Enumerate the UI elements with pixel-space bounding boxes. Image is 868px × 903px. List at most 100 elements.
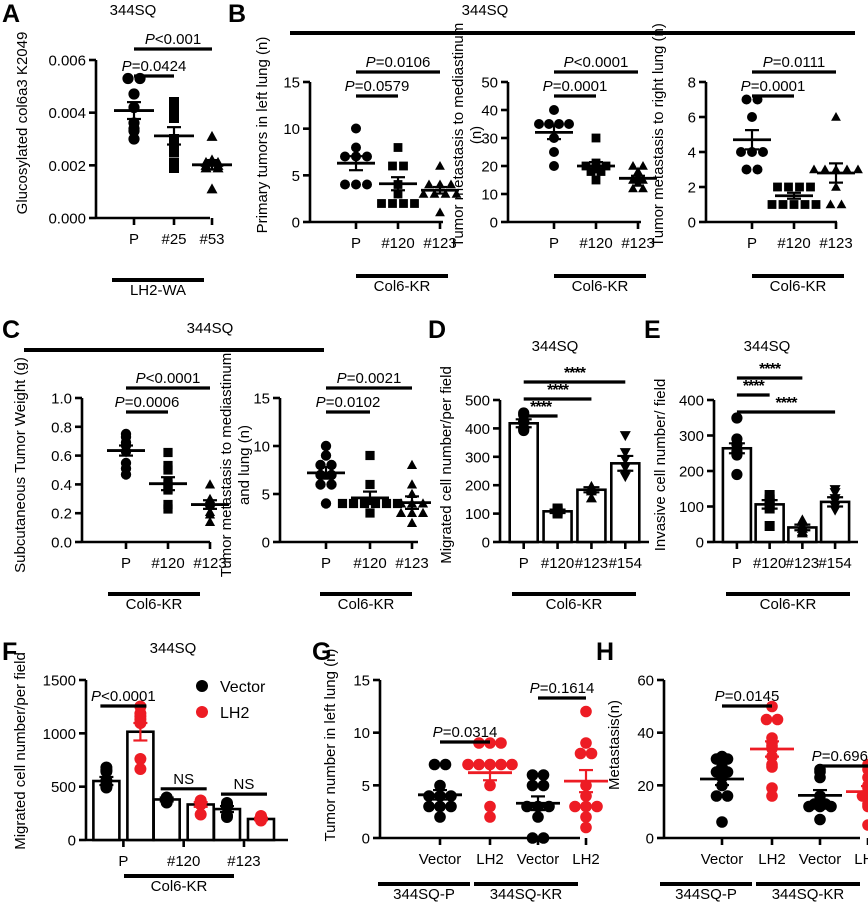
y-tick-label: 30: [481, 131, 498, 148]
data-point: [163, 500, 172, 509]
y-tick-label: 15: [283, 75, 300, 92]
data-point: [527, 780, 539, 792]
data-point: [484, 801, 496, 813]
panel-e-title: 344SQ: [712, 338, 822, 355]
y-tick-label: 10: [353, 725, 370, 742]
y-tick-label: 20: [637, 778, 654, 795]
data-point: [169, 147, 179, 157]
data-point: [121, 469, 131, 479]
x-tick-label: LH2: [758, 851, 786, 868]
data-point: [434, 801, 446, 813]
panel-e-bracket-rule: [726, 592, 850, 596]
x-tick-label: #123: [819, 235, 852, 252]
y-tick-label: 20: [481, 159, 498, 176]
data-point: [221, 810, 233, 822]
y-tick-label: 0.000: [48, 211, 86, 228]
data-point: [758, 147, 768, 157]
data-point: [424, 180, 434, 189]
data-point: [377, 199, 386, 208]
p-value-label: P=0.0001: [741, 78, 806, 95]
data-point: [388, 199, 397, 208]
data-point: [773, 183, 782, 192]
data-point: [554, 119, 564, 129]
panel-d-bracket-rule: [512, 592, 636, 596]
bar: [510, 423, 538, 542]
x-tick-label: #25: [161, 231, 186, 248]
x-tick-label: P: [321, 555, 331, 572]
data-point: [399, 162, 408, 171]
data-point: [549, 147, 559, 157]
x-tick-label: #123: [227, 853, 260, 870]
data-point: [722, 790, 734, 802]
data-point: [134, 763, 146, 775]
data-point: [761, 714, 773, 726]
data-point: [591, 801, 603, 813]
data-point: [736, 147, 746, 157]
significance-stars: ****: [759, 361, 782, 378]
data-point: [806, 183, 815, 192]
panel-a-title: 344SQ: [78, 2, 188, 19]
data-point: [814, 772, 826, 784]
y-tick-label: 300: [465, 449, 490, 466]
y-tick-label: 10: [481, 187, 498, 204]
data-point: [362, 152, 372, 162]
data-point: [351, 180, 361, 190]
legend-marker: [196, 680, 208, 692]
y-tick-label: 0: [292, 215, 300, 232]
data-point: [418, 508, 428, 517]
data-point: [580, 811, 592, 823]
data-point: [349, 499, 358, 508]
data-point: [716, 751, 728, 763]
data-point: [434, 811, 446, 823]
data-point: [553, 509, 563, 519]
x-tick-label: LH2: [854, 851, 868, 868]
data-point: [534, 119, 544, 129]
data-point: [221, 799, 233, 811]
p-value-label: P<0.0001: [136, 370, 201, 387]
data-point: [365, 508, 374, 517]
y-tick-label: 8: [688, 75, 696, 92]
y-tick-label: 300: [679, 428, 704, 445]
data-point: [790, 200, 799, 209]
panel-g-bracket-1-rule: [378, 882, 470, 886]
data-point: [128, 123, 139, 134]
data-point: [532, 811, 544, 823]
p-value-label: P=0.0579: [345, 78, 410, 95]
y-tick-label: 400: [465, 421, 490, 438]
data-point: [161, 797, 173, 809]
data-point: [435, 161, 445, 170]
data-point: [586, 748, 598, 760]
x-tick-label: #120: [151, 555, 184, 572]
data-point: [803, 801, 815, 813]
y-tick-label: 0: [68, 833, 76, 850]
y-tick-label: 200: [679, 464, 704, 481]
y-tick-label: 1500: [43, 673, 76, 690]
data-point: [549, 105, 559, 115]
panel-c2-bracket-rule: [320, 592, 412, 596]
y-tick-label: 15: [353, 673, 370, 690]
y-tick-label: 6: [688, 110, 696, 127]
panel-a-bracket-rule: [112, 278, 204, 282]
p-value-label: NS: [234, 776, 255, 793]
p-value-label: P=0.0106: [366, 54, 431, 71]
data-point: [340, 180, 350, 190]
data-point: [768, 200, 777, 209]
data-point: [772, 714, 784, 726]
data-point: [549, 161, 559, 171]
data-point: [407, 479, 417, 488]
x-tick-label: Vector: [419, 851, 462, 868]
x-tick-label: P: [732, 555, 742, 572]
y-tick-label: 0: [362, 831, 370, 848]
panel-c1-bracket-rule: [108, 592, 200, 596]
y-tick-label: 500: [465, 393, 490, 410]
x-tick-label: Vector: [701, 851, 744, 868]
panel-b3-bracket-rule: [752, 274, 844, 278]
x-tick-label: P: [549, 235, 559, 252]
panel-b2-bracket-label: Col6-KR: [554, 278, 646, 295]
